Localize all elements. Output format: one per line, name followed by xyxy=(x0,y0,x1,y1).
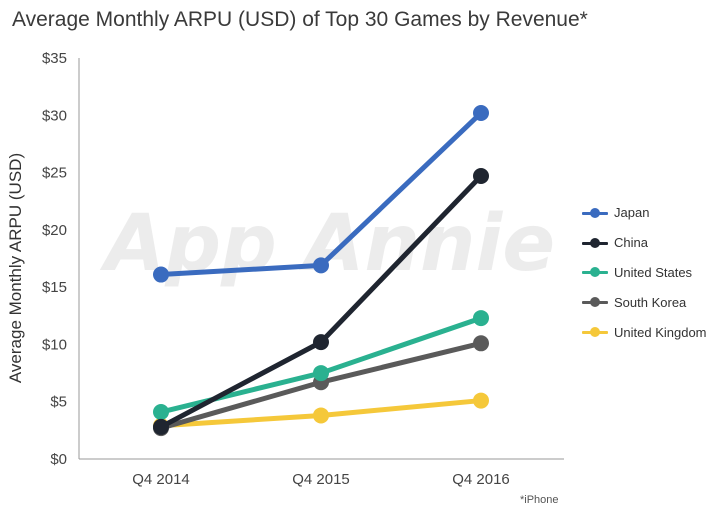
series-china xyxy=(153,168,489,435)
y-tick-label: $15 xyxy=(42,279,67,296)
legend-item-china: China xyxy=(582,228,707,258)
legend-swatch xyxy=(582,296,608,308)
legend-label: South Korea xyxy=(614,294,687,310)
data-point-japan xyxy=(313,257,329,274)
legend-label: United Kingdom xyxy=(614,324,707,340)
x-tick-label: Q4 2015 xyxy=(292,471,350,488)
legend-label: China xyxy=(614,235,648,251)
data-point-china xyxy=(313,334,329,351)
series-japan xyxy=(153,104,489,283)
legend-swatch xyxy=(582,207,608,219)
legend-item-united-states: United States xyxy=(582,258,707,288)
legend-item-south-korea: South Korea xyxy=(582,287,707,317)
chart-legend: Japan China United States South Korea United… xyxy=(582,198,707,347)
legend-swatch xyxy=(582,266,608,278)
data-point-united-states xyxy=(473,310,489,327)
data-point-china xyxy=(473,168,489,185)
data-point-united-kingdom xyxy=(313,407,329,424)
x-tick-label: Q4 2016 xyxy=(452,471,510,488)
data-point-japan xyxy=(153,266,169,283)
data-point-united-states xyxy=(313,365,329,382)
legend-label: Japan xyxy=(614,205,650,221)
legend-label: United States xyxy=(614,264,693,280)
legend-swatch xyxy=(582,237,608,249)
data-point-united-states xyxy=(153,404,169,421)
y-tick-label: $0 xyxy=(50,451,67,468)
y-tick-label: $20 xyxy=(42,222,67,239)
y-tick-label: $25 xyxy=(42,165,67,182)
legend-item-japan: Japan xyxy=(582,198,707,228)
y-tick-group: $0 $5 $10 $15 $20 $25 $30 $35 xyxy=(42,50,67,468)
x-tick-label: Q4 2014 xyxy=(132,471,190,488)
y-tick-label: $5 xyxy=(50,394,67,411)
y-tick-label: $30 xyxy=(42,107,67,124)
legend-swatch xyxy=(582,326,608,338)
chart-title: Average Monthly ARPU (USD) of Top 30 Gam… xyxy=(12,8,588,31)
footnote: *iPhone xyxy=(520,494,559,506)
data-point-united-kingdom xyxy=(473,392,489,409)
data-point-south-korea xyxy=(473,335,489,352)
legend-item-united-kingdom: United Kingdom xyxy=(582,317,707,347)
x-tick-group: Q4 2014 Q4 2015 Q4 2016 xyxy=(132,471,510,488)
series-line-united-states xyxy=(158,315,484,415)
data-point-china xyxy=(153,418,169,435)
series-group xyxy=(153,104,489,437)
y-tick-label: $35 xyxy=(42,50,67,67)
y-tick-label: $10 xyxy=(42,336,67,353)
data-point-japan xyxy=(473,104,489,121)
series-united-kingdom xyxy=(153,392,489,434)
